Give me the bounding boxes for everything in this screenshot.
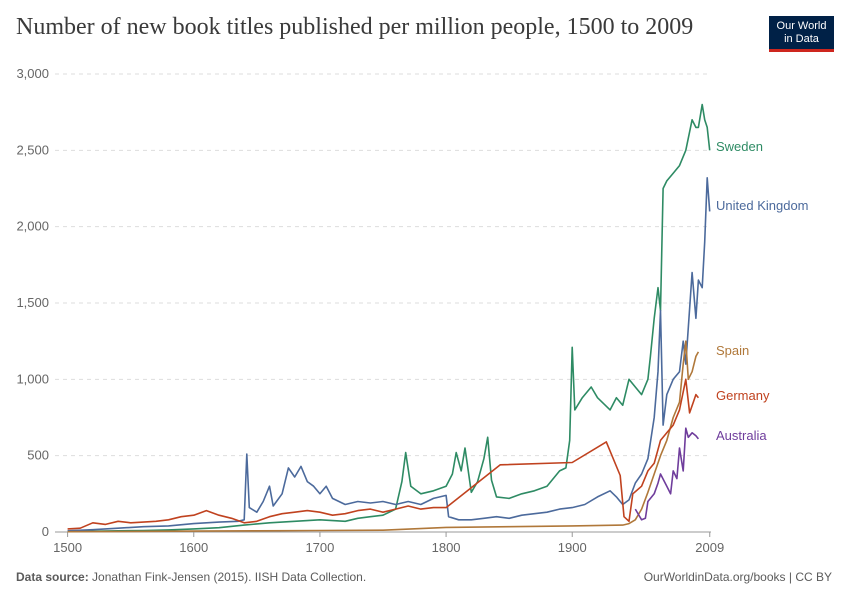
y-tick-label: 1,000 [16,371,49,386]
data-source-label: Data source: [16,570,89,584]
series-label-germany[interactable]: Germany [716,388,770,403]
y-tick-label: 3,000 [16,66,49,81]
y-tick-label: 1,500 [16,295,49,310]
y-tick-label: 2,500 [16,142,49,157]
series-line-sweden[interactable] [68,105,710,532]
series-line-germany[interactable] [68,379,699,529]
series-label-australia[interactable]: Australia [716,428,767,443]
credit-link[interactable]: OurWorldinData.org/books | CC BY [644,570,832,584]
series-line-spain[interactable] [68,341,699,532]
series-labels: Sweden United Kingdom Spain Germany Australi… [716,139,809,443]
y-gridlines [55,74,711,456]
x-tick-label: 1600 [179,540,208,555]
series-label-spain[interactable]: Spain [716,343,749,358]
series-label-sweden[interactable]: Sweden [716,139,763,154]
x-tick-label: 1500 [53,540,82,555]
series-line-united-kingdom[interactable] [68,178,710,531]
y-axis-tick-labels: 0 500 1,000 1,500 2,000 2,500 3,000 [16,66,49,539]
y-tick-label: 500 [27,448,49,463]
y-tick-label: 0 [42,524,49,539]
data-source-text: Jonathan Fink-Jensen (2015). IISH Data C… [92,570,366,584]
x-tick-label: 1700 [305,540,334,555]
x-tick-label: 1800 [432,540,461,555]
data-source: Data source: Jonathan Fink-Jensen (2015)… [16,570,366,584]
series-label-united-kingdom[interactable]: United Kingdom [716,198,809,213]
x-tick-label: 2009 [695,540,724,555]
x-tick-label: 1900 [558,540,587,555]
y-tick-label: 2,000 [16,219,49,234]
x-axis: 1500 1600 1700 1800 1900 2009 [53,532,724,555]
series-lines [68,105,710,532]
